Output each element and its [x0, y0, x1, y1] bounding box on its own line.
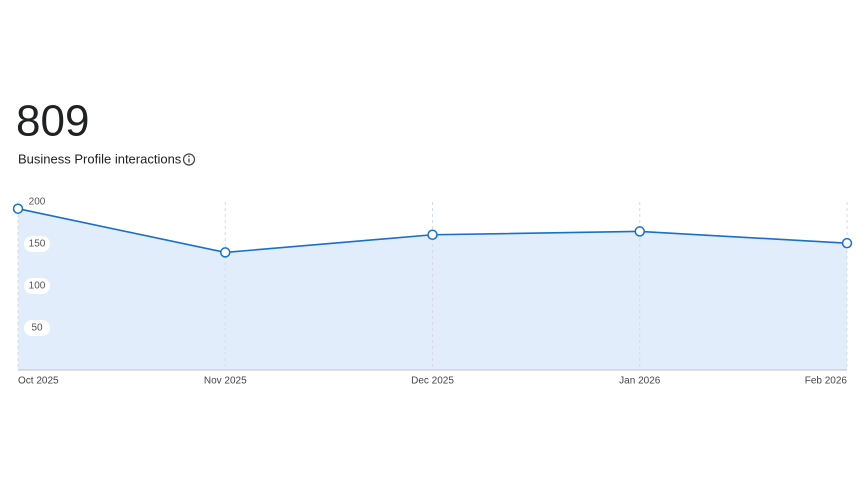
metric-label: Business Profile interactions: [18, 151, 182, 166]
data-point: [634, 226, 645, 237]
y-tick-pill: [24, 278, 50, 294]
y-tick-pill: [24, 236, 50, 252]
data-point: [12, 203, 24, 214]
y-tick-label: 150: [29, 239, 46, 250]
data-point: [427, 229, 438, 241]
x-tick-label: Feb 2026: [805, 376, 848, 387]
x-tick-label: Dec 2025: [411, 376, 454, 387]
x-tick-label: Jan 2026: [619, 376, 661, 387]
info-icon[interactable]: [182, 153, 196, 166]
y-tick-label: 50: [31, 323, 43, 334]
x-tick-label: Nov 2025: [204, 376, 247, 387]
y-tick-pill: [24, 194, 50, 210]
data-point: [841, 237, 853, 249]
y-tick-label: 100: [29, 281, 46, 292]
total-value: 809: [16, 97, 89, 146]
y-tick-label: 200: [29, 197, 46, 208]
x-tick-label: Oct 2025: [18, 376, 59, 387]
y-tick-pill: [24, 320, 50, 336]
data-point: [220, 247, 231, 258]
